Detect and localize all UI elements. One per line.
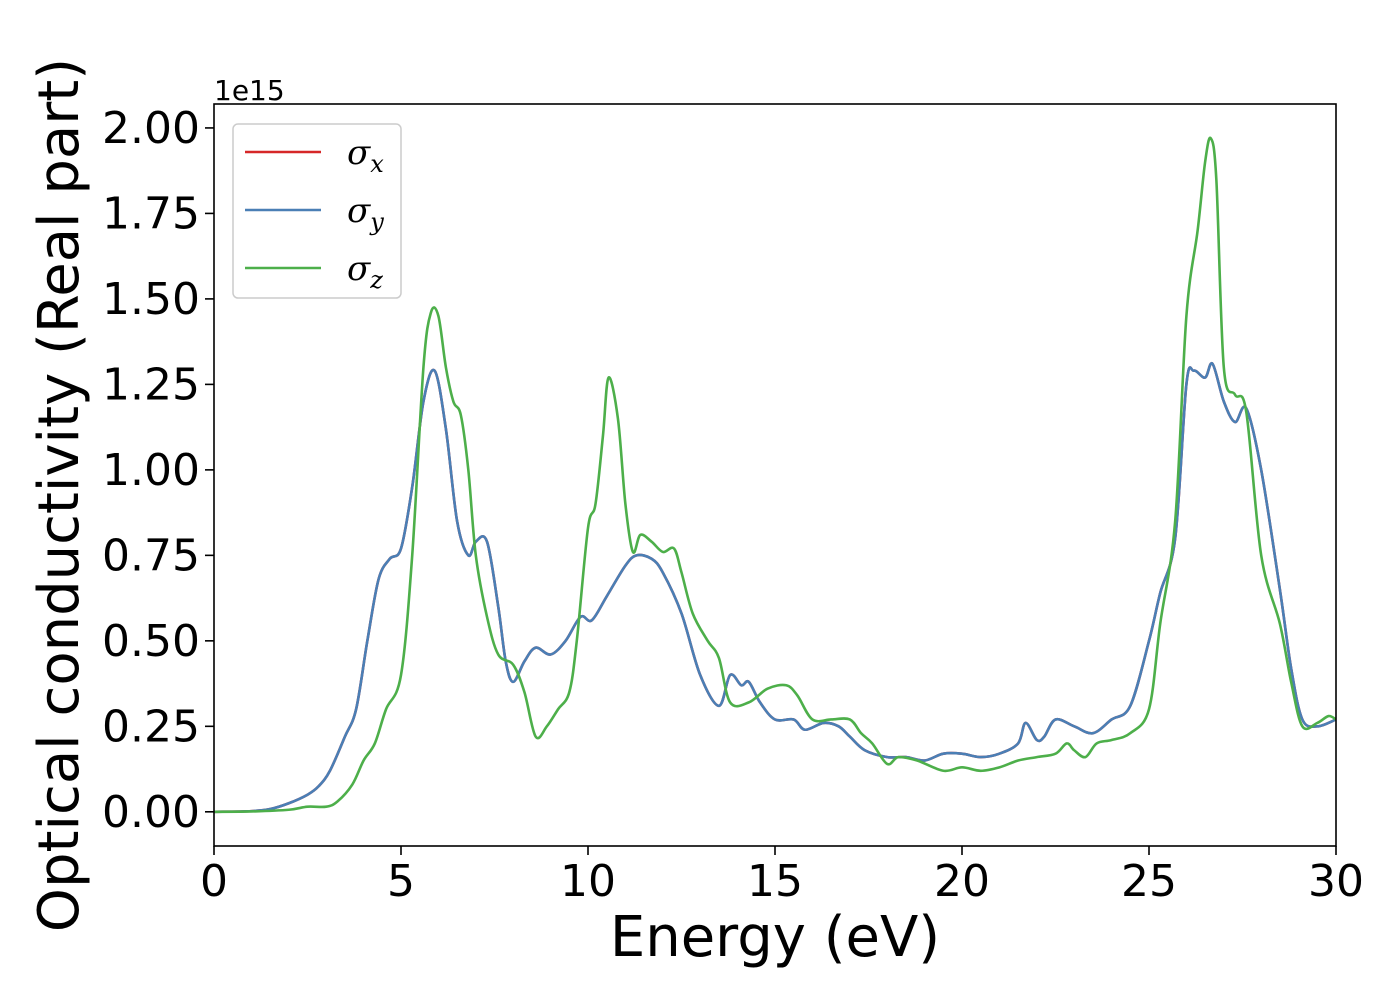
x-tick-label: 30 (1308, 856, 1364, 907)
series-line-z (214, 136, 1336, 814)
legend: σx σy σz (232, 123, 402, 299)
y-tick-label: 1.00 (102, 445, 200, 496)
y-axis: 0.00 0.25 0.50 0.75 1.00 1.25 1.50 1.75 2.00 (102, 103, 214, 838)
y-tick-label: 2.00 (102, 103, 200, 154)
legend-label-z: σz (347, 249, 383, 294)
x-tick-label: 5 (387, 856, 415, 907)
x-tick-label: 20 (934, 856, 990, 907)
legend-label-x: σx (347, 133, 384, 178)
x-axis-title: Energy (eV) (610, 905, 940, 970)
series-layer (214, 136, 1336, 814)
series-line-y (214, 361, 1336, 814)
x-tick-label: 15 (747, 856, 803, 907)
x-tick-label: 10 (560, 856, 616, 907)
y-tick-label: 0.25 (102, 701, 200, 752)
y-offset-label: 1e15 (214, 74, 285, 107)
y-tick-label: 1.75 (102, 188, 200, 239)
y-tick-label: 1.50 (102, 274, 200, 325)
y-tick-label: 1.25 (102, 359, 200, 410)
legend-label-y: σy (347, 191, 384, 236)
y-axis-title: Optical conductivity (Real part) (27, 58, 92, 932)
y-tick-label: 0.50 (102, 616, 200, 667)
x-axis: 0 5 10 15 20 25 30 (200, 846, 1364, 907)
y-tick-label: 0.00 (102, 787, 200, 838)
x-tick-label: 25 (1121, 856, 1177, 907)
y-tick-label: 0.75 (102, 530, 200, 581)
x-tick-label: 0 (200, 856, 228, 907)
